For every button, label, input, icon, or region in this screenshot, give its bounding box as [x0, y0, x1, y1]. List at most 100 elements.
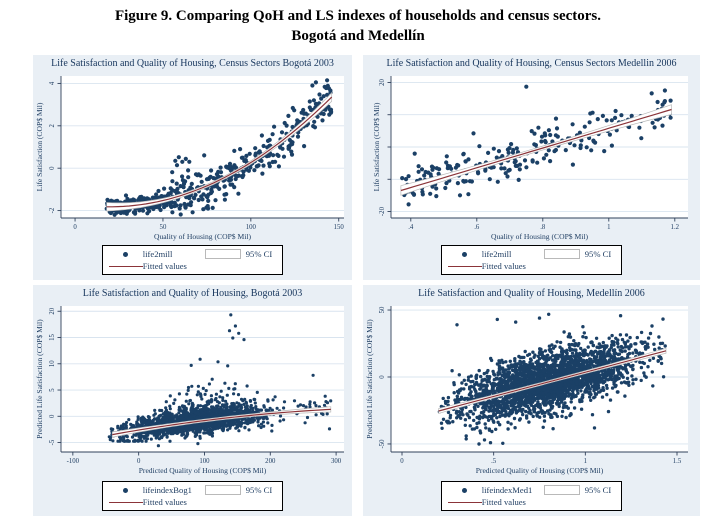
- fitted-line: [400, 108, 672, 192]
- fitted-line: [112, 408, 331, 436]
- svg-text:-20: -20: [379, 206, 386, 216]
- panel-households-bogota: Life Satisfaction and Quality of Housing…: [33, 285, 352, 516]
- y-axis-label: Predicted Life Satisfaction (COP$ Mil): [35, 319, 44, 439]
- legend-row: life2mill 95% CI: [448, 248, 612, 260]
- axes: [57, 306, 344, 456]
- fitted-line-icon: [447, 265, 482, 267]
- svg-text:50: 50: [160, 224, 167, 231]
- ci-swatch-icon: [543, 249, 580, 259]
- plot-title-census-medellin: Life Satisfaction and Quality of Housing…: [386, 58, 677, 69]
- svg-text:100: 100: [199, 458, 210, 465]
- y-axis-label: Life Satisfaction (COP$ Mil): [372, 102, 381, 191]
- svg-text:-2: -2: [49, 207, 56, 213]
- panel-census-medellin: Life Satisfaction and Quality of Housing…: [363, 55, 700, 280]
- figure-title: Figure 9. Comparing QoH and LS indexes o…: [0, 6, 716, 46]
- svg-text:200: 200: [265, 458, 276, 465]
- legend-census-medellin: life2mill 95% CI Fitted values: [440, 245, 623, 275]
- svg-text:2: 2: [49, 124, 56, 128]
- ci-swatch-icon: [204, 485, 241, 495]
- svg-text:0: 0: [137, 458, 141, 465]
- legend-marker-label: life2mill: [142, 249, 173, 259]
- x-axis-label: Quality of Housing (COP$ Mil): [154, 232, 252, 241]
- legend-row: lifeindexMed1 95% CI: [448, 484, 612, 496]
- tick-labels: 0 50 100 150 -2 0 2 4: [49, 81, 344, 231]
- legend-ci-label: 95% CI: [245, 249, 273, 259]
- fit-group: [106, 91, 333, 212]
- svg-text:150: 150: [334, 224, 345, 231]
- legend-fit-label: Fitted values: [142, 261, 187, 271]
- fit-group: [438, 347, 667, 414]
- plot-area: [61, 306, 344, 452]
- ci-band: [106, 91, 333, 212]
- fit-group: [111, 406, 332, 438]
- legend-households-medellin: lifeindexMed1 95% CI Fitted values: [440, 481, 623, 511]
- fitted-line-icon: [108, 501, 143, 503]
- plot-title-households-medellin: Life Satisfaction and Quality of Housing…: [418, 288, 645, 299]
- svg-text:.4: .4: [408, 224, 414, 231]
- legend-ci-label: 95% CI: [584, 249, 612, 259]
- axes: [387, 76, 688, 222]
- marker-dot-icon: [462, 251, 468, 257]
- legend-row: Fitted values: [447, 260, 612, 272]
- legend-row: Fitted values: [447, 496, 612, 508]
- svg-text:20: 20: [49, 307, 56, 314]
- marker-dot-icon: [123, 251, 129, 257]
- plot-title-census-bogota: Life Satisfaction and Quality of Housing…: [51, 58, 334, 69]
- legend-ci-label: 95% CI: [245, 485, 273, 495]
- svg-text:-5: -5: [49, 439, 56, 445]
- svg-text:0: 0: [49, 414, 56, 418]
- x-axis-label: Predicted Quality of Housing (COP$ Mil): [139, 466, 267, 475]
- tick-labels: .4 .6 .8 1 1.2 -20 20: [379, 78, 680, 231]
- legend-marker-label: lifeindexMed1: [481, 485, 533, 495]
- svg-text:10: 10: [49, 360, 56, 367]
- legend-census-bogota: life2mill 95% CI Fitted values: [101, 245, 284, 275]
- legend-row: Fitted values: [108, 260, 273, 272]
- svg-text:0: 0: [73, 224, 77, 231]
- svg-text:5: 5: [49, 388, 56, 392]
- legend-fit-label: Fitted values: [481, 497, 526, 507]
- scatter-plot-households-bogota: -100 0 100 200 300 -5 0 5 10 15 20 Predicted Qualit…: [35, 306, 344, 475]
- svg-text:4: 4: [49, 81, 56, 85]
- fitted-line: [438, 350, 667, 412]
- svg-text:0: 0: [49, 166, 56, 170]
- scatter-plot-census-bogota: 0 50 100 150 -2 0 2 4 Quality of Housing (COP$ M…: [35, 76, 344, 241]
- fitted-line-icon: [447, 501, 482, 503]
- y-axis-label: Life Satisfaction (COP$ Mil): [35, 102, 44, 191]
- svg-text:.8: .8: [540, 224, 546, 231]
- ci-swatch-icon: [543, 485, 580, 495]
- legend-marker-label: life2mill: [481, 249, 512, 259]
- scatter-plot-census-medellin: .4 .6 .8 1 1.2 -20 20 Quality of Housing (COP$ …: [372, 76, 688, 241]
- ci-swatch-icon: [204, 249, 241, 259]
- figure-title-line1: Figure 9. Comparing QoH and LS indexes o…: [114, 8, 602, 24]
- legend-row: life2mill 95% CI: [109, 248, 273, 260]
- legend-households-bogota: lifeindexBog1 95% CI Fitted values: [101, 481, 284, 511]
- axes: [57, 76, 344, 222]
- gridlines: [61, 310, 344, 443]
- tick-labels: -100 0 100 200 300 -5 0 5 10 15 20: [49, 307, 342, 465]
- y-axis-label: Predicted Life Satisfaction (COP$ Mil): [365, 319, 374, 439]
- x-axis-label: Predicted Quality of Housing (COP$ Mil): [476, 466, 604, 475]
- panel-census-bogota: Life Satisfaction and Quality of Housing…: [33, 55, 352, 280]
- fitted-line-icon: [108, 265, 143, 267]
- x-axis-label: Quality of Housing (COP$ Mil): [491, 232, 589, 241]
- axes: [387, 306, 688, 456]
- svg-text:.6: .6: [474, 224, 480, 231]
- marker-dot-icon: [462, 487, 468, 493]
- legend-row: Fitted values: [108, 496, 273, 508]
- plot-title-households-bogota: Life Satisfaction and Quality of Housing…: [82, 288, 303, 299]
- svg-text:100: 100: [246, 224, 257, 231]
- legend-ci-label: 95% CI: [584, 485, 612, 495]
- legend-fit-label: Fitted values: [142, 497, 187, 507]
- marker-dot-icon: [123, 487, 129, 493]
- legend-row: lifeindexBog1 95% CI: [109, 484, 273, 496]
- panel-households-medellin: Life Satisfaction and Quality of Housing…: [363, 285, 700, 516]
- fit-group: [400, 104, 672, 196]
- svg-text:15: 15: [49, 334, 56, 341]
- fitted-line: [106, 96, 333, 208]
- legend-marker-label: lifeindexBog1: [142, 485, 192, 495]
- svg-text:1.2: 1.2: [671, 224, 680, 231]
- legend-fit-label: Fitted values: [481, 261, 526, 271]
- svg-text:1: 1: [607, 224, 610, 231]
